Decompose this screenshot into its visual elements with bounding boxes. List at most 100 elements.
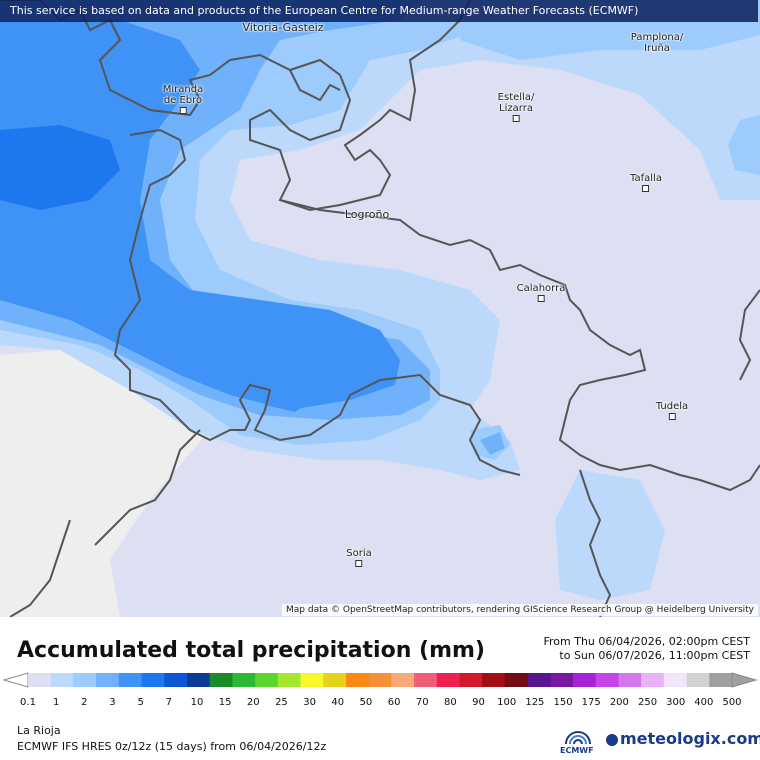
scale-swatch — [277, 673, 302, 687]
city-marker-icon — [537, 295, 545, 302]
city-tudela: Tudela — [656, 401, 688, 420]
scale-swatch — [209, 673, 233, 687]
scale-tick-label: 50 — [359, 697, 373, 708]
scale-tick-label: 10 — [190, 697, 204, 708]
scale-swatch — [459, 673, 483, 687]
city-calahorra: Calahorra — [516, 283, 566, 302]
scale-arrow-left — [2, 672, 29, 688]
meteologix-logo-icon — [606, 733, 618, 746]
precipitation-map[interactable]: This service is based on data and produc… — [0, 0, 760, 617]
scale-swatch — [368, 673, 392, 687]
city-label: Pamplona/ Iruña — [630, 32, 684, 54]
scale-tick-label: 175 — [581, 697, 601, 708]
scale-tick-label: 7 — [165, 697, 172, 708]
city-label: Estella/ Lizarra — [497, 92, 535, 114]
scale-swatch — [527, 673, 551, 687]
city-label: Soria — [346, 548, 372, 559]
scale-swatch — [414, 673, 438, 687]
city-label: Logroño — [344, 208, 390, 221]
scale-swatch — [141, 673, 165, 687]
scale-swatch — [186, 673, 211, 687]
scale-swatch — [641, 673, 665, 687]
meteologix-brand[interactable]: meteologix.com — [606, 729, 760, 748]
scale-tick-label: 400 — [694, 697, 714, 708]
scale-tick-label: 200 — [609, 697, 629, 708]
model-info: ECMWF IFS HRES 0z/12z (15 days) from 06/… — [17, 740, 327, 753]
color-scale-ticks: 0.1 1 2 3 5 7 10 15 20 25 30 40 50 60 70 80 90 100 125 150 1… — [0, 697, 760, 711]
city-label: Tudela — [655, 401, 689, 412]
scale-swatch — [436, 673, 460, 687]
scale-swatch — [300, 673, 324, 687]
scale-tick-label: 1 — [52, 697, 60, 708]
scale-arrow-right — [731, 672, 758, 688]
scale-tick-label: 20 — [246, 697, 260, 708]
scale-swatch — [96, 673, 120, 687]
scale-swatch — [345, 673, 370, 687]
scale-swatch — [595, 673, 619, 687]
city-label: Calahorra — [516, 283, 566, 294]
scale-swatch — [618, 673, 642, 687]
scale-tick-label: 150 — [553, 697, 573, 708]
city-marker-icon — [668, 413, 676, 420]
city-label: Miranda de Ebro — [162, 84, 204, 106]
scale-swatch — [255, 673, 279, 687]
color-scale-bar — [2, 672, 758, 688]
scale-tick-label: 250 — [637, 697, 658, 708]
city-vitoria: Vitoria-Gasteiz — [243, 22, 324, 33]
city-label: Tafalla — [630, 173, 662, 184]
ecmwf-notice-banner: This service is based on data and produc… — [0, 0, 758, 22]
scale-tick-label: 15 — [218, 697, 232, 708]
map-attribution[interactable]: Map data © OpenStreetMap contributors, r… — [282, 604, 758, 616]
scale-swatch — [164, 673, 188, 687]
scale-swatch — [504, 673, 529, 687]
city-logrono: Logroño — [345, 209, 389, 220]
brand-text: meteologix.com — [620, 729, 760, 748]
scale-swatch — [663, 673, 688, 687]
scale-tick-label: 70 — [415, 697, 429, 708]
scale-tick-label: 0.1 — [20, 697, 36, 708]
scale-swatch — [118, 673, 143, 687]
scale-tick-label: 30 — [303, 697, 316, 708]
city-tafalla: Tafalla — [630, 173, 662, 192]
scale-tick-label: 100 — [497, 697, 517, 708]
scale-tick-label: 5 — [137, 697, 144, 708]
period-to: to Sun 06/07/2026, 11:00pm CEST — [559, 649, 750, 662]
scale-tick-label: 500 — [722, 697, 742, 708]
city-marker-icon — [355, 560, 363, 567]
legend-title: Accumulated total precipitation (mm) — [17, 638, 485, 663]
region-name: La Rioja — [17, 724, 61, 737]
scale-swatch — [686, 673, 710, 687]
scale-tick-label: 125 — [525, 697, 545, 708]
scale-swatch — [550, 673, 574, 687]
scale-tick-label: 2 — [81, 697, 88, 708]
city-marker-icon — [179, 107, 187, 114]
city-miranda: Miranda de Ebro — [163, 84, 203, 114]
scale-tick-label: 90 — [472, 697, 485, 708]
city-soria: Soria — [346, 548, 372, 567]
city-label: Vitoria-Gasteiz — [242, 21, 324, 34]
scale-swatch — [482, 673, 506, 687]
city-marker-icon — [642, 185, 650, 192]
ecmwf-logo-icon — [565, 731, 591, 745]
scale-tick-label: 300 — [666, 697, 686, 708]
precipitation-field — [0, 0, 760, 617]
scale-tick-label: 60 — [387, 697, 401, 708]
city-estella: Estella/ Lizarra — [497, 92, 535, 122]
scale-tick-label: 25 — [275, 697, 288, 708]
scale-swatch — [709, 673, 733, 687]
city-pamplona: Pamplona/ Iruña — [631, 32, 684, 54]
scale-swatch — [50, 673, 74, 687]
scale-swatch — [323, 673, 347, 687]
period-from: From Thu 06/04/2026, 02:00pm CEST — [543, 635, 750, 648]
city-marker-icon — [512, 115, 520, 122]
scale-swatch — [28, 673, 52, 687]
scale-tick-label: 3 — [109, 697, 116, 708]
scale-swatch — [232, 673, 256, 687]
scale-tick-label: 80 — [444, 697, 457, 708]
scale-swatch — [573, 673, 597, 687]
scale-swatch — [391, 673, 415, 687]
forecast-period: From Thu 06/04/2026, 02:00pm CEST to Sun… — [543, 635, 750, 663]
scale-tick-label: 40 — [331, 697, 345, 708]
ecmwf-logo-label: ECMWF — [560, 746, 594, 755]
scale-swatch — [73, 673, 97, 687]
